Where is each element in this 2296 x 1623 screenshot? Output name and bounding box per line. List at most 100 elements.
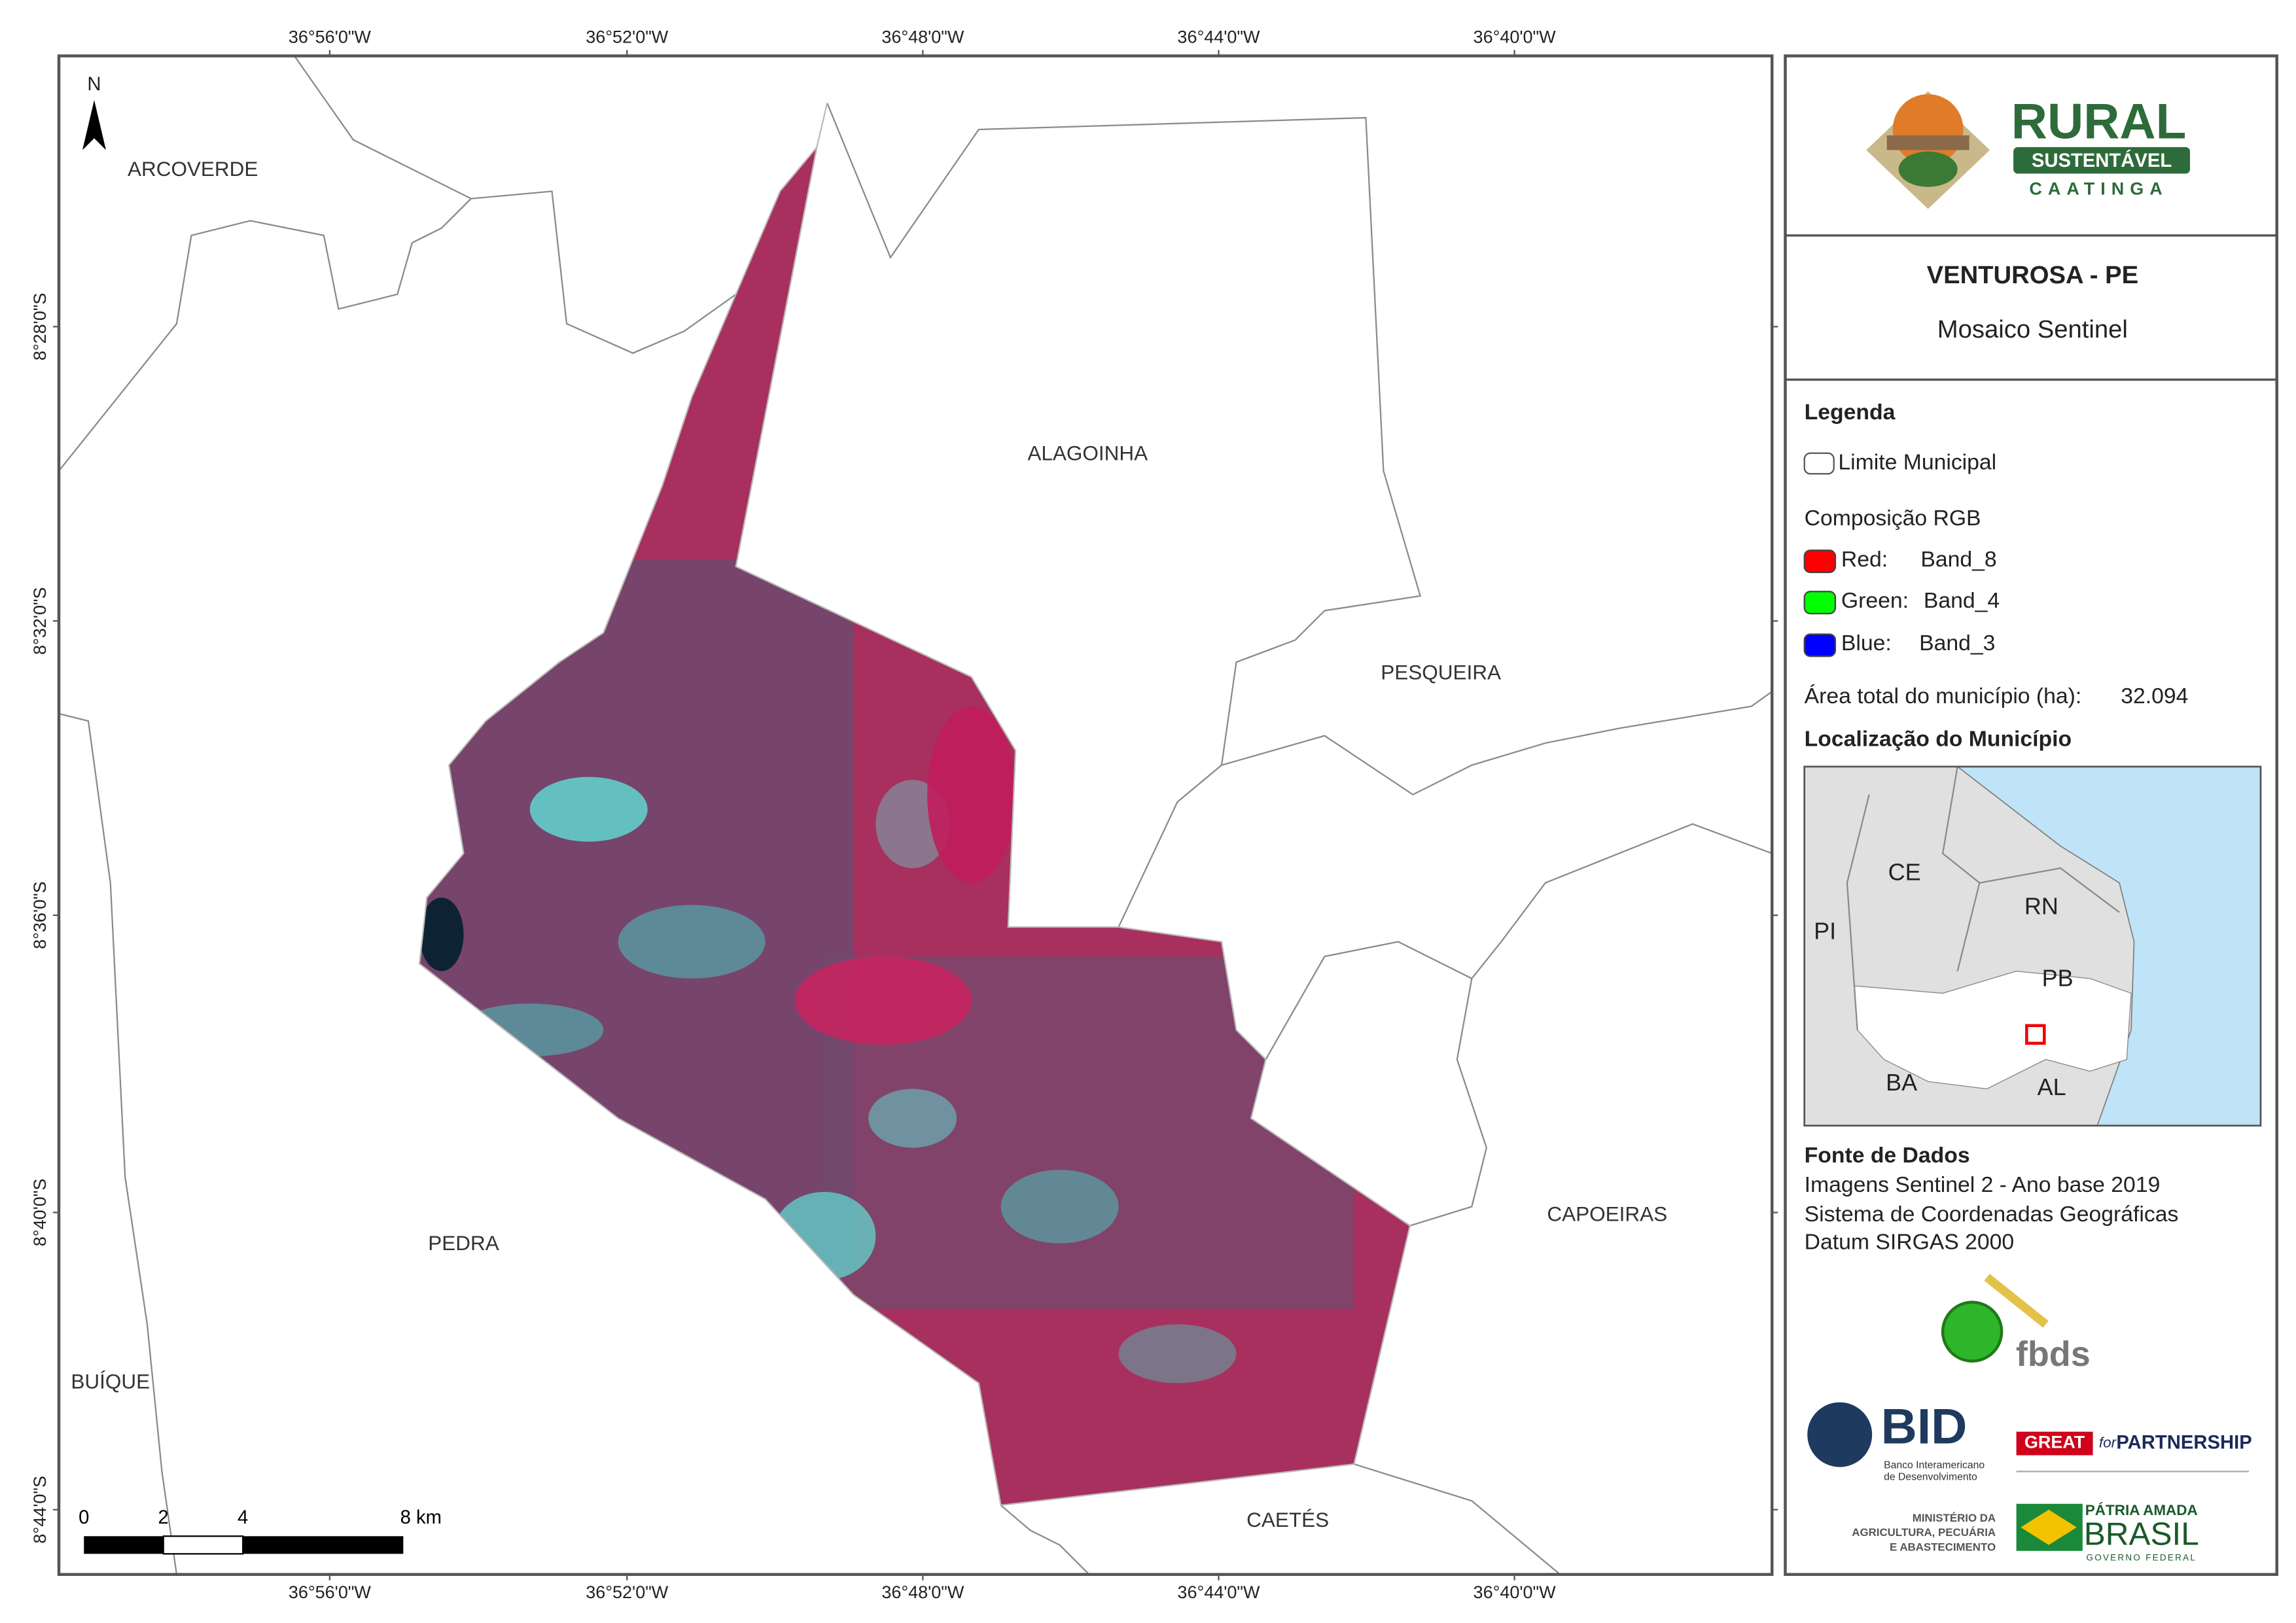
- boundary: [1000, 1505, 1090, 1575]
- mosaic-patch: [529, 777, 648, 842]
- ministry-line: AGRICULTURA, PECUÁRIA: [1852, 1526, 1996, 1539]
- scale-label: 0: [79, 1507, 89, 1528]
- legend-item: Limite Municipal: [1838, 449, 1996, 474]
- lon-label: 36°40'0"W: [1474, 27, 1557, 47]
- boundary: [59, 712, 178, 1575]
- scale-segment: [162, 1535, 244, 1555]
- lat-label: 8°32'0"S: [30, 587, 50, 655]
- place-label: PEDRA: [428, 1231, 499, 1255]
- state-boundary: [1941, 766, 1981, 971]
- logo-title: RURAL: [2011, 94, 2187, 149]
- municipality-boundary: [418, 103, 1411, 1507]
- logo-band: SUSTENTÁVEL: [2032, 149, 2172, 171]
- sources-line: Datum SIRGAS 2000: [1805, 1230, 2014, 1255]
- great-logo: GREAT: [2024, 1433, 2085, 1452]
- great-partnership: PARTNERSHIP: [2116, 1432, 2252, 1453]
- area-label: Área total do município (ha):: [1805, 684, 2082, 708]
- boundary: [1221, 691, 1773, 795]
- ministry-line: E ABASTECIMENTO: [1890, 1541, 1996, 1554]
- logo-ground: [1886, 135, 1969, 150]
- logo-sub: CAATINGA: [2029, 179, 2168, 198]
- logo-band: [2013, 147, 2191, 174]
- legend-heading: Legenda: [1805, 400, 1896, 425]
- inset-map: [1804, 766, 2261, 1126]
- legend-subheading: Composição RGB: [1805, 506, 1981, 531]
- state-label: PB: [2042, 965, 2074, 992]
- inset-heading: Localização do Município: [1805, 726, 2072, 751]
- legend-swatch-green: [1803, 591, 1837, 615]
- scale-label: 8 km: [400, 1507, 442, 1528]
- state-label: CE: [1888, 859, 1921, 886]
- lat-label: 8°40'0"S: [30, 1179, 50, 1247]
- scale-label: 2: [158, 1507, 169, 1528]
- sources-heading: Fonte de Dados: [1805, 1143, 1970, 1168]
- sources-line: Imagens Sentinel 2 - Ano base 2019: [1805, 1172, 2161, 1197]
- legend-swatch-blue: [1803, 633, 1837, 657]
- fbds-mark: [1984, 1274, 2049, 1328]
- brasil-diamond: [2021, 1509, 2077, 1545]
- neighbours: [59, 56, 1773, 1575]
- logo-tree: [1898, 151, 1958, 187]
- map-frame: [57, 54, 1774, 1577]
- lat-label: 8°36'0"S: [30, 881, 50, 949]
- great-for: for: [2099, 1435, 2117, 1451]
- band-name: Band_3: [1919, 631, 1995, 655]
- great-box: [2016, 1431, 2093, 1456]
- state-label: RN: [2024, 892, 2058, 919]
- mosaic-patch: [618, 905, 766, 979]
- scale-label: 4: [238, 1507, 248, 1528]
- map-title: VENTUROSA - PE: [1927, 261, 2138, 289]
- boundary: [826, 103, 1422, 928]
- place-label: BUÍQUE: [71, 1370, 150, 1393]
- lon-label: 36°44'0"W: [1177, 1582, 1260, 1602]
- north-arrow: [82, 99, 106, 150]
- band-channel: Green:: [1841, 588, 1909, 613]
- lat-label: 8°28'0"S: [30, 293, 50, 361]
- sources-line: Sistema de Coordenadas Geográficas: [1805, 1202, 2179, 1227]
- place-label: CAETÉS: [1246, 1508, 1329, 1531]
- lon-label: 36°52'0"W: [586, 1582, 669, 1602]
- boundary: [293, 56, 472, 200]
- inset-frame: [1803, 765, 2262, 1127]
- bid-sub: Banco Interamericano: [1884, 1459, 1985, 1471]
- mosaic-patch: [794, 956, 972, 1045]
- band-name: Band_4: [1924, 588, 2000, 613]
- pernambuco: [1854, 970, 2132, 1090]
- boundary: [59, 190, 737, 472]
- state-label: BA: [1886, 1069, 1917, 1096]
- lon-label: 36°44'0"W: [1177, 27, 1260, 47]
- brasil-top: PÁTRIA AMADA: [2085, 1502, 2198, 1518]
- fbds-logo: fbds: [2016, 1335, 2091, 1374]
- place-label: ALAGOINHA: [1027, 441, 1148, 464]
- legend-swatch-boundary: [1803, 452, 1835, 475]
- place-label: CAPOEIRAS: [1547, 1202, 1667, 1225]
- bid-logo: BID: [1881, 1399, 1968, 1455]
- bid-sub: de Desenvolvimento: [1884, 1471, 1977, 1482]
- reservoir: [419, 898, 464, 971]
- state-label: PI: [1814, 918, 1836, 945]
- scale-segment: [243, 1536, 404, 1554]
- band-name: Band_8: [1920, 547, 1996, 572]
- band-channel: Red:: [1841, 547, 1888, 572]
- ministry-line: MINISTÉRIO DA: [1913, 1512, 1996, 1524]
- boundary: [1354, 1463, 1561, 1575]
- lon-label: 36°52'0"W: [586, 27, 669, 47]
- state-boundary: [1979, 867, 2120, 913]
- bid-emblem: [1807, 1402, 1873, 1467]
- map-subtitle: Mosaico Sentinel: [1937, 315, 2128, 343]
- fbds-globe: [1941, 1300, 2004, 1363]
- lon-label: 36°56'0"W: [289, 27, 372, 47]
- brasil-sub: GOVERNO FEDERAL: [2086, 1553, 2197, 1563]
- lon-label: 36°48'0"W: [881, 27, 964, 47]
- boundary: [1265, 823, 1773, 1060]
- scale-segment: [84, 1536, 164, 1554]
- lon-label: 36°56'0"W: [289, 1582, 372, 1602]
- band-channel: Blue:: [1841, 631, 1892, 655]
- mosaic-patch: [927, 706, 1016, 883]
- place-label: PESQUEIRA: [1381, 661, 1501, 684]
- brasil-logo: BRASIL: [2084, 1516, 2199, 1552]
- mosaic-patch: [868, 1089, 957, 1148]
